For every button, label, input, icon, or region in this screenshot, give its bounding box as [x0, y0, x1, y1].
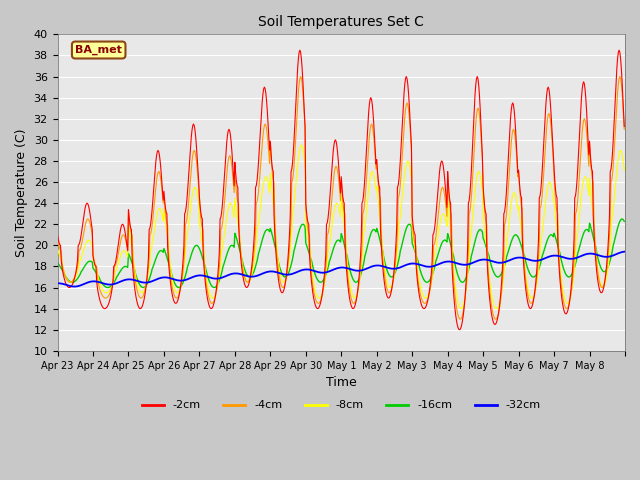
Text: BA_met: BA_met — [76, 45, 122, 55]
X-axis label: Time: Time — [326, 376, 356, 389]
Legend: -2cm, -4cm, -8cm, -16cm, -32cm: -2cm, -4cm, -8cm, -16cm, -32cm — [138, 396, 545, 415]
Y-axis label: Soil Temperature (C): Soil Temperature (C) — [15, 128, 28, 257]
Title: Soil Temperatures Set C: Soil Temperatures Set C — [259, 15, 424, 29]
